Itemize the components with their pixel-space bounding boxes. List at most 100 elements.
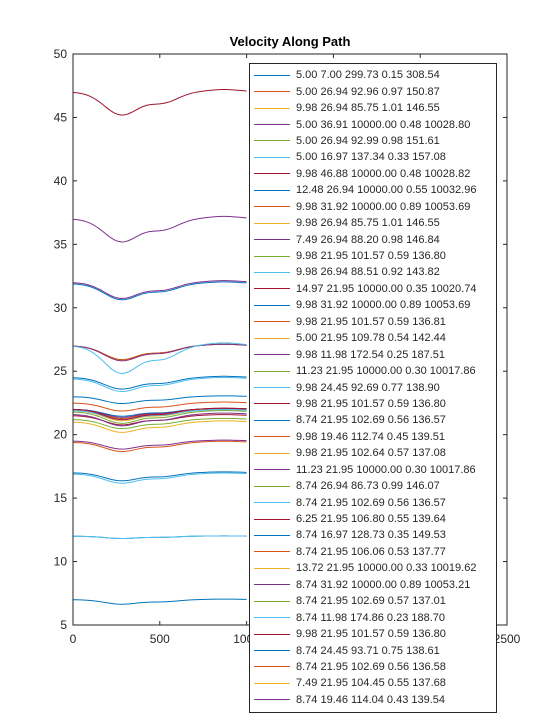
legend-label: 8.74 21.95 106.06 0.53 137.77: [296, 545, 446, 558]
legend-entry: 8.74 21.95 102.69 0.56 136.58: [250, 659, 496, 675]
legend-entry: 9.98 19.46 112.74 0.45 139.51: [250, 429, 496, 445]
legend-entry: 14.97 21.95 10000.00 0.35 10020.74: [250, 281, 496, 297]
legend-swatch: [254, 567, 290, 569]
legend-swatch: [254, 682, 290, 684]
series-line: [72, 401, 247, 412]
legend-swatch: [254, 633, 290, 635]
legend-label: 7.49 21.95 104.45 0.55 137.68: [296, 677, 446, 690]
legend-entry: 9.98 26.94 85.75 1.01 146.55: [250, 100, 496, 116]
legend-label: 9.98 26.94 85.75 1.01 146.55: [296, 217, 440, 230]
legend-label: 9.98 11.98 172.54 0.25 187.51: [296, 348, 446, 361]
legend-label: 8.74 24.45 93.71 0.75 138.61: [296, 644, 440, 657]
y-tick-label: 30: [54, 301, 68, 315]
legend-label: 9.98 26.94 85.75 1.01 146.55: [296, 102, 440, 115]
series-line: [72, 412, 247, 427]
series-line: [72, 417, 247, 430]
legend-label: 9.98 31.92 10000.00 0.89 10053.69: [296, 200, 471, 213]
legend: 5.00 7.00 299.73 0.15 308.54 5.00 26.94 9…: [249, 63, 497, 713]
legend-entry: 9.98 21.95 101.57 0.59 136.80: [250, 626, 496, 642]
series-line: [72, 439, 247, 450]
legend-label: 9.98 31.92 10000.00 0.89 10053.69: [296, 299, 471, 312]
legend-swatch: [254, 354, 290, 356]
legend-swatch: [254, 403, 290, 405]
legend-label: 8.74 21.95 102.69 0.56 136.57: [296, 414, 446, 427]
curves-layer: [72, 89, 247, 605]
legend-entry: 8.74 26.94 86.73 0.99 146.07: [250, 478, 496, 494]
legend-swatch: [254, 469, 290, 471]
legend-entry: 9.98 21.95 102.64 0.57 137.08: [250, 445, 496, 461]
x-tick-label: 2500: [494, 632, 521, 646]
legend-swatch: [254, 74, 290, 76]
legend-swatch: [254, 485, 290, 487]
legend-entry: 9.98 26.94 85.75 1.01 146.55: [250, 215, 496, 231]
legend-entry: 9.98 46.88 10000.00 0.48 10028.82: [250, 166, 496, 182]
legend-label: 11.23 21.95 10000.00 0.30 10017.86: [296, 463, 476, 476]
series-line: [72, 342, 247, 374]
legend-entry: 13.72 21.95 10000.00 0.33 10019.62: [250, 560, 496, 576]
legend-swatch: [254, 502, 290, 504]
legend-swatch: [254, 239, 290, 241]
series-line: [72, 376, 247, 393]
legend-label: 5.00 26.94 92.99 0.98 151.61: [296, 134, 440, 147]
legend-swatch: [254, 436, 290, 438]
legend-swatch: [254, 584, 290, 586]
legend-swatch: [254, 370, 290, 372]
series-line: [72, 409, 247, 421]
legend-entry: 12.48 26.94 10000.00 0.55 10032.96: [250, 182, 496, 198]
y-tick-label: 35: [54, 237, 68, 251]
legend-label: 8.74 16.97 128.73 0.35 149.53: [296, 529, 446, 542]
legend-swatch: [254, 534, 290, 536]
y-tick-label: 15: [54, 491, 68, 505]
legend-entry: 8.74 31.92 10000.00 0.89 10053.21: [250, 577, 496, 593]
y-tick-label: 50: [54, 47, 68, 61]
legend-entry: 7.49 21.95 104.45 0.55 137.68: [250, 675, 496, 691]
legend-label: 5.00 26.94 92.96 0.97 150.87: [296, 85, 440, 98]
legend-label: 5.00 16.97 137.34 0.33 157.08: [296, 151, 446, 164]
y-tick-label: 25: [54, 364, 68, 378]
y-tick-label: 45: [54, 110, 68, 124]
legend-label: 9.98 21.95 101.57 0.59 136.81: [296, 315, 446, 328]
series-line: [72, 407, 247, 421]
series-line: [72, 395, 247, 405]
series-line: [72, 410, 247, 424]
legend-swatch: [254, 387, 290, 389]
legend-swatch: [254, 551, 290, 553]
legend-entry: 7.49 26.94 88.20 0.98 146.84: [250, 231, 496, 247]
legend-entry: 9.98 21.95 101.57 0.59 136.81: [250, 314, 496, 330]
y-tick-label: 40: [54, 174, 68, 188]
legend-label: 8.74 21.95 102.69 0.56 136.57: [296, 496, 446, 509]
legend-entry: 5.00 16.97 137.34 0.33 157.08: [250, 149, 496, 165]
series-line: [72, 420, 247, 433]
legend-swatch: [254, 288, 290, 290]
legend-swatch: [254, 271, 290, 273]
legend-entry: 5.00 21.95 109.78 0.54 142.44: [250, 330, 496, 346]
series-line: [72, 215, 247, 243]
legend-label: 13.72 21.95 10000.00 0.33 10019.62: [296, 562, 477, 575]
series-line: [72, 281, 247, 301]
legend-entry: 9.98 11.98 172.54 0.25 187.51: [250, 346, 496, 362]
legend-swatch: [254, 617, 290, 619]
legend-entry: 8.74 11.98 174.86 0.23 188.70: [250, 609, 496, 625]
legend-swatch: [254, 304, 290, 306]
legend-label: 7.49 26.94 88.20 0.98 146.84: [296, 233, 440, 246]
legend-swatch: [254, 156, 290, 158]
series-line: [72, 280, 247, 300]
legend-entry: 11.23 21.95 10000.00 0.30 10017.86: [250, 363, 496, 379]
chart-title: Velocity Along Path: [230, 34, 351, 49]
legend-swatch: [254, 337, 290, 339]
legend-label: 8.74 31.92 10000.00 0.89 10053.21: [296, 578, 471, 591]
legend-label: 9.98 21.95 101.57 0.59 136.80: [296, 250, 446, 263]
legend-label: 12.48 26.94 10000.00 0.55 10032.96: [296, 184, 477, 197]
legend-swatch: [254, 321, 290, 323]
legend-label: 5.00 7.00 299.73 0.15 308.54: [296, 69, 440, 82]
legend-entry: 9.98 21.95 101.57 0.59 136.80: [250, 248, 496, 264]
y-tick-label: 10: [54, 555, 68, 569]
legend-swatch: [254, 255, 290, 257]
legend-swatch: [254, 666, 290, 668]
legend-entry: 11.23 21.95 10000.00 0.30 10017.86: [250, 462, 496, 478]
legend-entry: 8.74 21.95 106.06 0.53 137.77: [250, 544, 496, 560]
legend-label: 9.98 21.95 102.64 0.57 137.08: [296, 447, 446, 460]
legend-swatch: [254, 600, 290, 602]
legend-label: 8.74 21.95 102.69 0.56 136.58: [296, 660, 446, 673]
